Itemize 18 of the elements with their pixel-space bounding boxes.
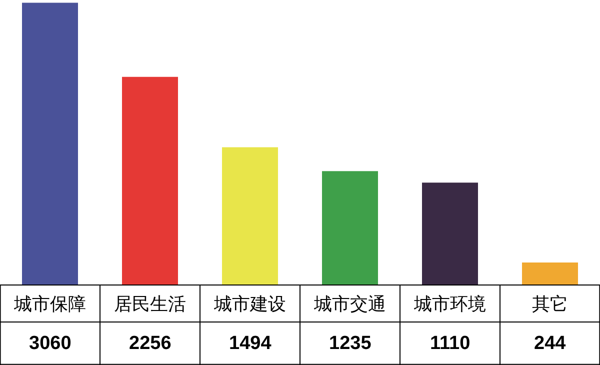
x-tick-label: 城市交通 xyxy=(313,294,386,315)
x-tick-label: 城市建设 xyxy=(213,294,286,315)
bar xyxy=(122,76,178,285)
x-tick-label: 城市保障 xyxy=(13,294,86,315)
x-tick-label: 城市环境 xyxy=(413,294,486,315)
data-label: 1235 xyxy=(329,333,372,354)
x-tick-label: 居民生活 xyxy=(114,294,186,315)
bar xyxy=(422,182,478,285)
x-tick-label: 其它 xyxy=(532,294,568,315)
bar xyxy=(222,147,278,285)
data-label: 1494 xyxy=(229,333,272,354)
data-label: 1110 xyxy=(430,333,470,354)
data-label: 2256 xyxy=(129,333,172,354)
bar xyxy=(522,262,578,285)
bar xyxy=(22,2,78,285)
data-label: 3060 xyxy=(29,333,72,354)
bar xyxy=(322,171,378,285)
data-label: 244 xyxy=(534,333,566,354)
